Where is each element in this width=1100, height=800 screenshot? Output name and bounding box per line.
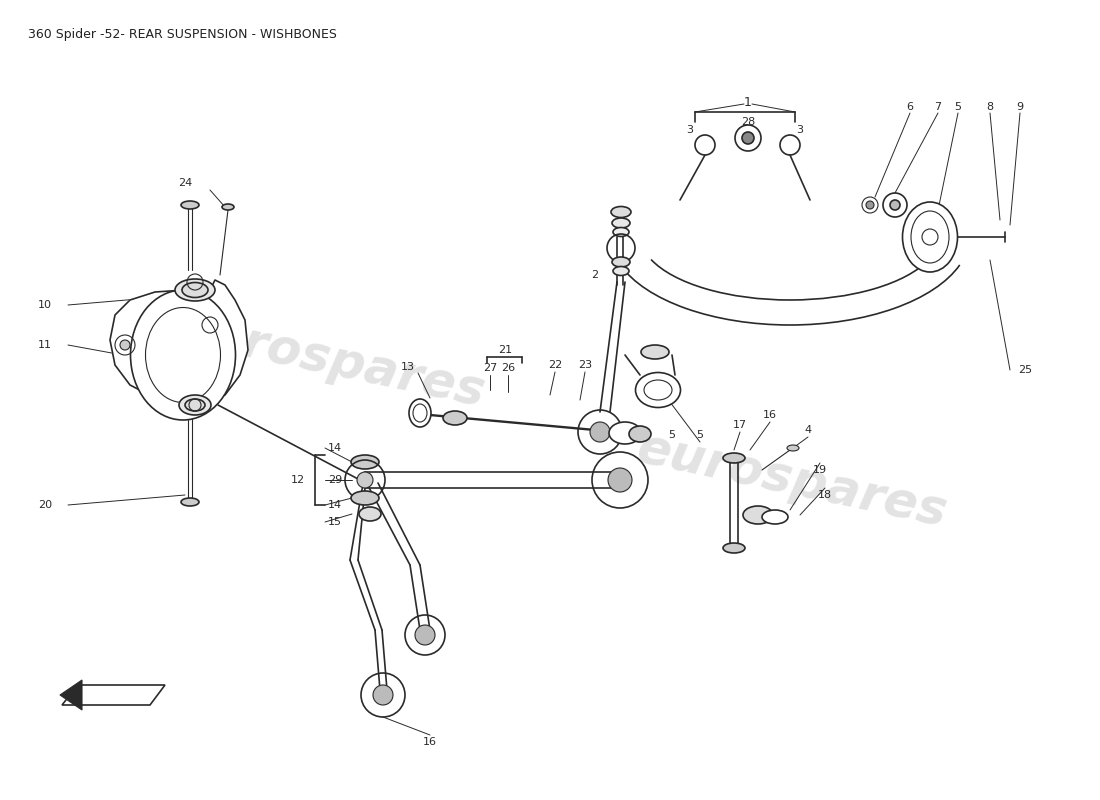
Ellipse shape xyxy=(351,455,380,469)
Polygon shape xyxy=(62,685,165,705)
Text: 28: 28 xyxy=(741,117,755,127)
Ellipse shape xyxy=(179,395,211,415)
Ellipse shape xyxy=(145,307,220,402)
Ellipse shape xyxy=(762,510,788,524)
Polygon shape xyxy=(110,280,248,405)
Ellipse shape xyxy=(175,279,214,301)
Text: eurospares: eurospares xyxy=(170,304,490,416)
Text: 20: 20 xyxy=(37,500,52,510)
Ellipse shape xyxy=(222,204,234,210)
Circle shape xyxy=(120,340,130,350)
Text: 8: 8 xyxy=(987,102,993,112)
Ellipse shape xyxy=(742,506,773,524)
Text: 5: 5 xyxy=(696,430,704,440)
Ellipse shape xyxy=(723,543,745,553)
Ellipse shape xyxy=(409,399,431,427)
Ellipse shape xyxy=(182,498,199,506)
Circle shape xyxy=(415,625,434,645)
Ellipse shape xyxy=(612,257,630,267)
Text: 24: 24 xyxy=(178,178,192,188)
Ellipse shape xyxy=(443,411,468,425)
Text: 6: 6 xyxy=(906,102,913,112)
Text: 21: 21 xyxy=(498,345,513,355)
Text: 1: 1 xyxy=(744,95,752,109)
Circle shape xyxy=(866,201,874,209)
Text: 2: 2 xyxy=(592,270,598,280)
Circle shape xyxy=(373,685,393,705)
Ellipse shape xyxy=(641,345,669,359)
Text: 3: 3 xyxy=(686,125,693,135)
Text: 5: 5 xyxy=(669,430,675,440)
Text: 15: 15 xyxy=(328,517,342,527)
Text: 10: 10 xyxy=(39,300,52,310)
Circle shape xyxy=(742,132,754,144)
Text: 360 Spider -52- REAR SUSPENSION - WISHBONES: 360 Spider -52- REAR SUSPENSION - WISHBO… xyxy=(28,28,337,41)
Text: 11: 11 xyxy=(39,340,52,350)
Text: 17: 17 xyxy=(733,420,747,430)
Circle shape xyxy=(358,472,373,488)
Ellipse shape xyxy=(902,202,957,272)
Text: 9: 9 xyxy=(1016,102,1024,112)
Ellipse shape xyxy=(610,206,631,218)
Text: 27: 27 xyxy=(483,363,497,373)
Ellipse shape xyxy=(609,422,641,444)
Ellipse shape xyxy=(644,380,672,400)
Text: 26: 26 xyxy=(500,363,515,373)
Text: 16: 16 xyxy=(424,737,437,747)
Ellipse shape xyxy=(786,445,799,451)
Ellipse shape xyxy=(131,290,235,420)
Text: 22: 22 xyxy=(548,360,562,370)
Text: 3: 3 xyxy=(796,125,803,135)
Text: 16: 16 xyxy=(763,410,777,420)
Text: 14: 14 xyxy=(328,500,342,510)
Ellipse shape xyxy=(182,282,208,298)
Ellipse shape xyxy=(636,373,681,407)
Circle shape xyxy=(590,422,610,442)
Ellipse shape xyxy=(185,399,205,411)
Ellipse shape xyxy=(613,266,629,275)
Ellipse shape xyxy=(723,453,745,463)
Text: 25: 25 xyxy=(1018,365,1032,375)
Text: eurospares: eurospares xyxy=(632,424,952,536)
Ellipse shape xyxy=(612,218,630,228)
Text: 4: 4 xyxy=(804,425,812,435)
Ellipse shape xyxy=(351,491,380,505)
Ellipse shape xyxy=(911,211,949,263)
Text: 19: 19 xyxy=(813,465,827,475)
Polygon shape xyxy=(60,680,82,710)
Ellipse shape xyxy=(359,507,381,521)
Ellipse shape xyxy=(629,426,651,442)
Text: 12: 12 xyxy=(290,475,305,485)
Ellipse shape xyxy=(182,201,199,209)
Ellipse shape xyxy=(613,227,629,237)
Text: 7: 7 xyxy=(934,102,942,112)
Text: 23: 23 xyxy=(578,360,592,370)
Circle shape xyxy=(890,200,900,210)
Text: 29: 29 xyxy=(328,475,342,485)
Text: 14: 14 xyxy=(328,443,342,453)
Circle shape xyxy=(608,468,632,492)
Text: 5: 5 xyxy=(955,102,961,112)
Text: 13: 13 xyxy=(402,362,415,372)
Ellipse shape xyxy=(412,404,427,422)
Text: 18: 18 xyxy=(818,490,832,500)
